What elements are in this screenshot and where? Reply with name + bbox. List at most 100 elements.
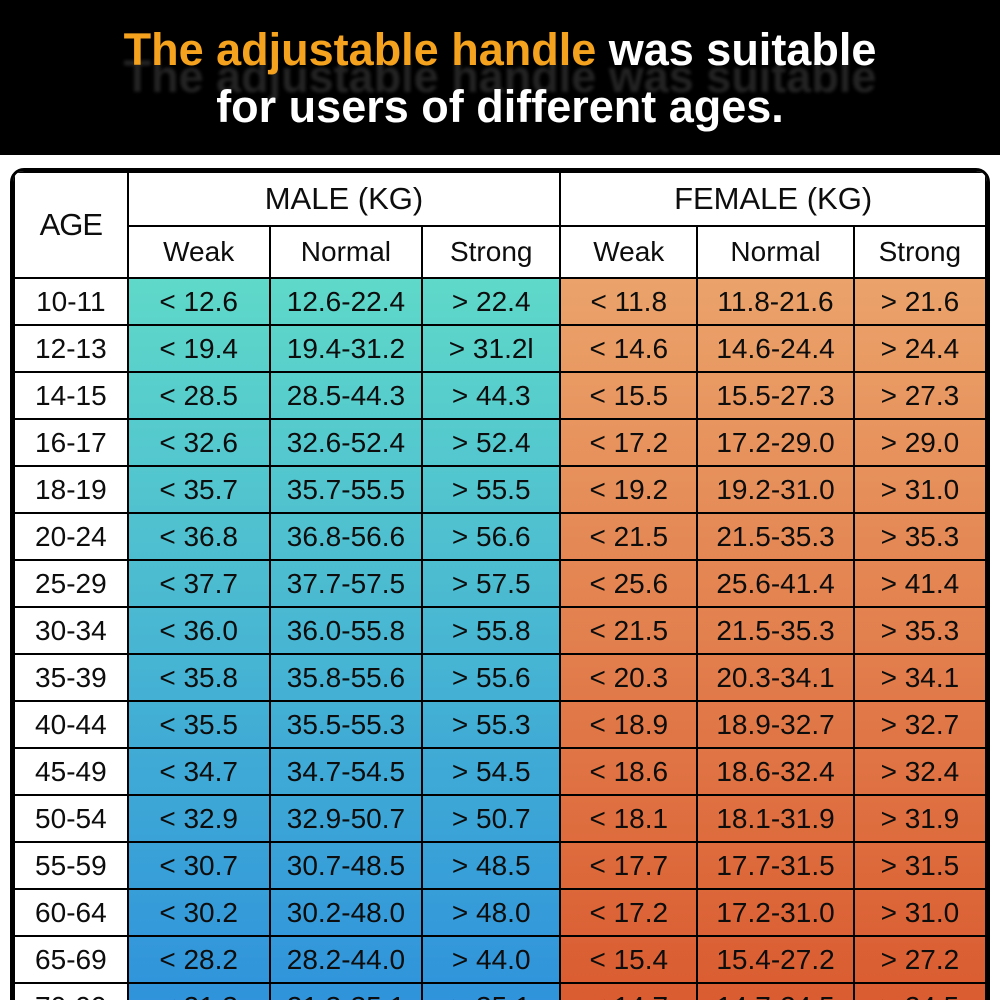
male-weak-cell: < 19.4 [126, 324, 271, 373]
age-cell: 65-69 [13, 935, 129, 984]
table-row: 12-13 < 19.4 19.4-31.2 > 31.2l < 14.6 14.6-24… [13, 324, 987, 373]
male-normal-cell: 12.6-22.4 [268, 277, 424, 326]
male-weak-cell: < 35.8 [126, 653, 271, 702]
male-normal-cell: 36.8-56.6 [268, 512, 424, 561]
male-weak-cell: < 30.7 [126, 841, 271, 890]
table-row: 40-44 < 35.5 35.5-55.3 > 55.3 < 18.9 18.9-32.… [13, 700, 987, 749]
male-weak-cell: < 37.7 [126, 559, 271, 608]
age-cell: 25-29 [13, 559, 129, 608]
female-weak-cell: < 15.4 [559, 935, 699, 984]
female-strong-cell: > 31.0 [852, 888, 987, 937]
female-weak-cell: < 17.2 [559, 418, 699, 467]
banner-title-rest: was suitable [596, 23, 877, 75]
female-weak-cell: < 19.2 [559, 465, 699, 514]
male-normal-cell: 37.7-57.5 [268, 559, 424, 608]
table-row: 14-15 < 28.5 28.5-44.3 > 44.3 < 15.5 15.5-27.… [13, 371, 987, 420]
female-normal-cell: 17.2-29.0 [696, 418, 855, 467]
female-strong-cell: > 31.5 [852, 841, 987, 890]
female-normal-cell: 14.7-24.5 [696, 982, 855, 1000]
female-strong-cell: > 24.4 [852, 324, 987, 373]
female-normal-cell: 19.2-31.0 [696, 465, 855, 514]
female-normal-cell: 17.7-31.5 [696, 841, 855, 890]
table-row: 70-99< 21.321.3-35.1> 35.1< 14.714.7-24.… [13, 982, 987, 1000]
male-weak-cell: < 36.8 [126, 512, 271, 561]
age-column-header: AGE [13, 171, 129, 279]
male-weak-cell: < 32.6 [126, 418, 271, 467]
banner-title-line2: for users of different ages. [216, 80, 784, 132]
group-header-row: AGE MALE (KG) FEMALE (KG) [13, 171, 987, 279]
female-normal-cell: 11.8-21.6 [696, 277, 855, 326]
age-cell: 70-99 [13, 982, 129, 1000]
strength-table: AGE MALE (KG) FEMALE (KG) Weak Normal St… [13, 171, 987, 1000]
banner-title-line1: The adjustable handle was suitable [124, 21, 877, 78]
female-weak-cell: < 21.5 [559, 512, 699, 561]
male-strong-cell: > 35.1 [421, 982, 562, 1000]
male-strong-cell: > 44.3 [421, 371, 562, 420]
female-normal-cell: 15.4-27.2 [696, 935, 855, 984]
table-row: 16-17 < 32.6 32.6-52.4 > 52.4 < 17.2 17.2-29.… [13, 418, 987, 467]
female-strong-cell: > 35.3 [852, 606, 987, 655]
female-weak-cell: < 14.6 [559, 324, 699, 373]
age-cell: 20-24 [13, 512, 129, 561]
male-strong-header: Strong [421, 225, 562, 279]
banner: The adjustable handle was suitable for u… [0, 0, 1000, 155]
female-weak-header: Weak [559, 225, 699, 279]
female-strong-cell: > 31.9 [852, 794, 987, 843]
male-strong-cell: > 55.6 [421, 653, 562, 702]
age-cell: 18-19 [13, 465, 129, 514]
age-cell: 55-59 [13, 841, 129, 890]
female-normal-cell: 18.1-31.9 [696, 794, 855, 843]
male-weak-cell: < 30.2 [126, 888, 271, 937]
male-strong-cell: > 44.0 [421, 935, 562, 984]
female-weak-cell: < 18.9 [559, 700, 699, 749]
male-weak-cell: < 12.6 [126, 277, 271, 326]
age-cell: 40-44 [13, 700, 129, 749]
age-cell: 14-15 [13, 371, 129, 420]
male-weak-cell: < 35.7 [126, 465, 271, 514]
age-cell: 10-11 [13, 277, 129, 326]
male-strong-cell: > 22.4 [421, 277, 562, 326]
female-strong-cell: > 31.0 [852, 465, 987, 514]
female-strong-cell: > 41.4 [852, 559, 987, 608]
banner-title-highlight: The adjustable handle [123, 23, 597, 75]
female-strong-cell: > 35.3 [852, 512, 987, 561]
female-weak-cell: < 25.6 [559, 559, 699, 608]
male-normal-cell: 30.2-48.0 [268, 888, 424, 937]
male-weak-cell: < 34.7 [126, 747, 271, 796]
male-group-header: MALE (KG) [126, 171, 562, 227]
male-weak-cell: < 28.2 [126, 935, 271, 984]
male-strong-cell: > 54.5 [421, 747, 562, 796]
male-normal-cell: 32.9-50.7 [268, 794, 424, 843]
age-cell: 35-39 [13, 653, 129, 702]
male-strong-cell: > 48.5 [421, 841, 562, 890]
female-weak-cell: < 14.7 [559, 982, 699, 1000]
female-weak-cell: < 20.3 [559, 653, 699, 702]
female-normal-cell: 21.5-35.3 [696, 606, 855, 655]
female-strong-cell: > 34.1 [852, 653, 987, 702]
male-weak-cell: < 28.5 [126, 371, 271, 420]
male-strong-cell: > 48.0 [421, 888, 562, 937]
female-normal-cell: 15.5-27.3 [696, 371, 855, 420]
female-strong-cell: > 27.2 [852, 935, 987, 984]
female-normal-cell: 25.6-41.4 [696, 559, 855, 608]
male-normal-cell: 35.8-55.6 [268, 653, 424, 702]
female-weak-cell: < 11.8 [559, 277, 699, 326]
strength-table-wrapper: AGE MALE (KG) FEMALE (KG) Weak Normal St… [10, 168, 990, 1000]
male-strong-cell: > 55.3 [421, 700, 562, 749]
male-normal-cell: 30.7-48.5 [268, 841, 424, 890]
table-row: 30-34 < 36.0 36.0-55.8 > 55.8 < 21.5 21.5-35.… [13, 606, 987, 655]
male-normal-cell: 28.5-44.3 [268, 371, 424, 420]
age-cell: 16-17 [13, 418, 129, 467]
male-strong-cell: > 55.5 [421, 465, 562, 514]
female-strong-cell: > 21.6 [852, 277, 987, 326]
female-weak-cell: < 17.2 [559, 888, 699, 937]
male-weak-cell: < 21.3 [126, 982, 271, 1000]
female-normal-header: Normal [696, 225, 855, 279]
table-body: 10-11 < 12.6 12.6-22.4 > 22.4 < 11.8 11.8-21.… [13, 277, 987, 1000]
table-row: 60-64 < 30.2 30.2-48.0 > 48.0 < 17.2 17.2-31.… [13, 888, 987, 937]
female-weak-cell: < 18.6 [559, 747, 699, 796]
female-weak-cell: < 21.5 [559, 606, 699, 655]
female-normal-cell: 18.9-32.7 [696, 700, 855, 749]
male-normal-cell: 19.4-31.2 [268, 324, 424, 373]
sub-header-row: Weak Normal Strong Weak Normal Strong [14, 225, 987, 279]
